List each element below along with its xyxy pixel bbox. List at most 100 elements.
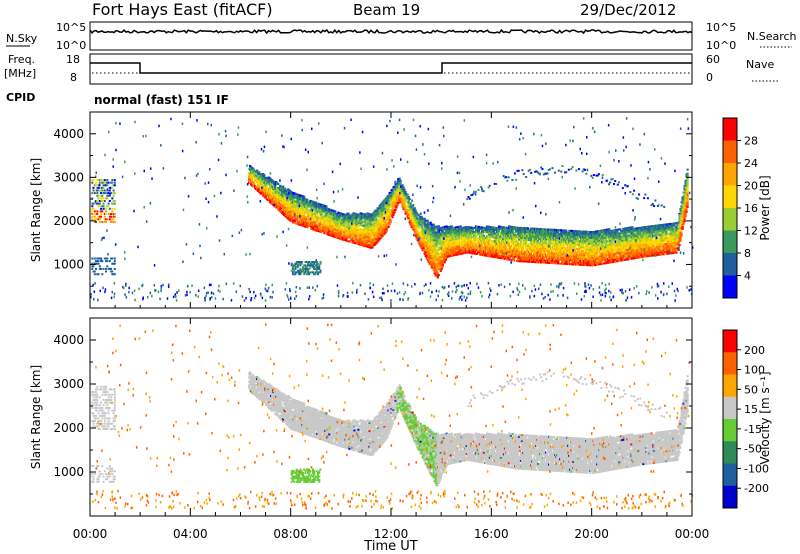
- power-echo-cell: [332, 225, 335, 228]
- power-echo-cell: [410, 204, 413, 207]
- power-echo-cell: [530, 237, 533, 240]
- power-echo-cell: [338, 217, 341, 220]
- power-echo-cell: [512, 228, 516, 231]
- power-echo-cell: [416, 229, 419, 232]
- power-echo-cell: [343, 235, 346, 238]
- power-echo-cell: [371, 244, 374, 247]
- power-echo-cell: [482, 234, 485, 237]
- power-echo-cell: [322, 206, 325, 209]
- power-echo-cell: [473, 252, 476, 255]
- power-echo-cell: [298, 217, 301, 220]
- power-echo-cell: [423, 235, 426, 238]
- power-echo-cell: [615, 254, 618, 257]
- power-echo-cell: [616, 260, 619, 263]
- power-echo-cell: [407, 199, 410, 202]
- power-echo-cell: [418, 233, 421, 236]
- power-echo-cell: [460, 231, 463, 233]
- date-label: 29/Dec/2012: [580, 1, 676, 19]
- power-echo-cell: [523, 256, 527, 259]
- power-echo-cell: [563, 239, 566, 242]
- power-echo-cell: [585, 252, 588, 255]
- power-echo-cell: [489, 230, 492, 232]
- power-echo-cell: [331, 231, 334, 234]
- power-echo-cell: [532, 247, 535, 250]
- power-echo-cell: [483, 227, 486, 229]
- power-echo-cell: [399, 183, 402, 186]
- power-echo-cell: [434, 227, 437, 230]
- power-echo-cell: [393, 185, 396, 188]
- power-echo-cell: [512, 239, 516, 242]
- power-echo-cell: [317, 230, 320, 233]
- power-echo-cell: [500, 245, 504, 248]
- power-echo-cell: [601, 241, 604, 244]
- power-echo-cell: [378, 207, 381, 209]
- power-echo-cell: [300, 196, 303, 199]
- power-echo-cell: [582, 246, 585, 249]
- power-echo-cell: [304, 223, 307, 226]
- power-echo-cell: [613, 237, 616, 240]
- power-echo-cell: [314, 201, 317, 204]
- power-echo-cell: [469, 242, 472, 245]
- power-echo-cell: [311, 214, 314, 217]
- power-echo-cell: [430, 223, 433, 226]
- power-echo-cell: [303, 201, 306, 204]
- power-echo-cell: [561, 254, 564, 257]
- power-echo-cell: [398, 177, 401, 180]
- power-echo-cell: [306, 220, 309, 223]
- power-echo-cell: [427, 225, 430, 228]
- power-echo-cell: [514, 238, 518, 241]
- power-echo-cell: [454, 242, 457, 245]
- power-echo-cell: [294, 216, 297, 219]
- power-echo-cell: [404, 204, 407, 207]
- power-echo-cell: [541, 243, 544, 246]
- power-echo-cell: [391, 216, 394, 219]
- power-echo-cell: [324, 220, 327, 223]
- power-echo-cell: [404, 198, 407, 201]
- power-echo-cell: [394, 208, 397, 211]
- power-echo-cell: [370, 229, 373, 232]
- power-echo-cell: [370, 223, 373, 226]
- power-echo-cell: [422, 231, 425, 234]
- power-echo-cell: [329, 234, 332, 237]
- power-echo-cell: [600, 261, 603, 263]
- power-echo-cell: [438, 266, 441, 269]
- power-echo-cell: [301, 206, 304, 209]
- power-echo-cell: [357, 217, 360, 220]
- power-echo-cell: [303, 213, 306, 216]
- power-echo-cell: [548, 252, 551, 255]
- power-echo-cell: [532, 237, 535, 240]
- power-echo-cell: [278, 199, 281, 202]
- power-echo-cell: [334, 220, 337, 223]
- power-echo-cell: [308, 225, 311, 227]
- power-echo-cell: [608, 238, 611, 240]
- power-echo-cell: [549, 234, 552, 237]
- power-echo-cell: [370, 227, 373, 230]
- power-echo-cell: [566, 263, 569, 265]
- power-echo-cell: [618, 259, 621, 262]
- power-echo-cell: [543, 249, 546, 252]
- power-echo-cell: [591, 256, 594, 259]
- power-echo-cell: [384, 198, 387, 200]
- power-echo-cell: [614, 252, 617, 255]
- power-echo-cell: [380, 208, 383, 211]
- power-echo-cell: [441, 230, 444, 233]
- power-echo-cell: [344, 213, 347, 216]
- power-echo-cell: [520, 258, 524, 261]
- power-echo-cell: [319, 223, 322, 225]
- power-echo-cell: [384, 203, 387, 206]
- power-echo-cell: [364, 243, 367, 246]
- power-echo-cell: [414, 209, 417, 212]
- n-sky-label: N.Sky: [6, 32, 38, 45]
- power-echo-cell: [611, 249, 614, 252]
- power-echo-cell: [597, 257, 600, 260]
- power-echo-cell: [415, 233, 418, 236]
- power-echo-cell: [356, 229, 359, 232]
- power-echo-cell: [543, 242, 546, 244]
- power-echo-cell: [605, 230, 608, 233]
- power-echo-cell: [515, 250, 519, 253]
- power-echo-cell: [441, 226, 444, 229]
- power-echo-cell: [462, 242, 465, 245]
- power-echo-cell: [306, 226, 309, 229]
- power-echo-cell: [511, 229, 515, 232]
- power-echo-cell: [303, 195, 306, 198]
